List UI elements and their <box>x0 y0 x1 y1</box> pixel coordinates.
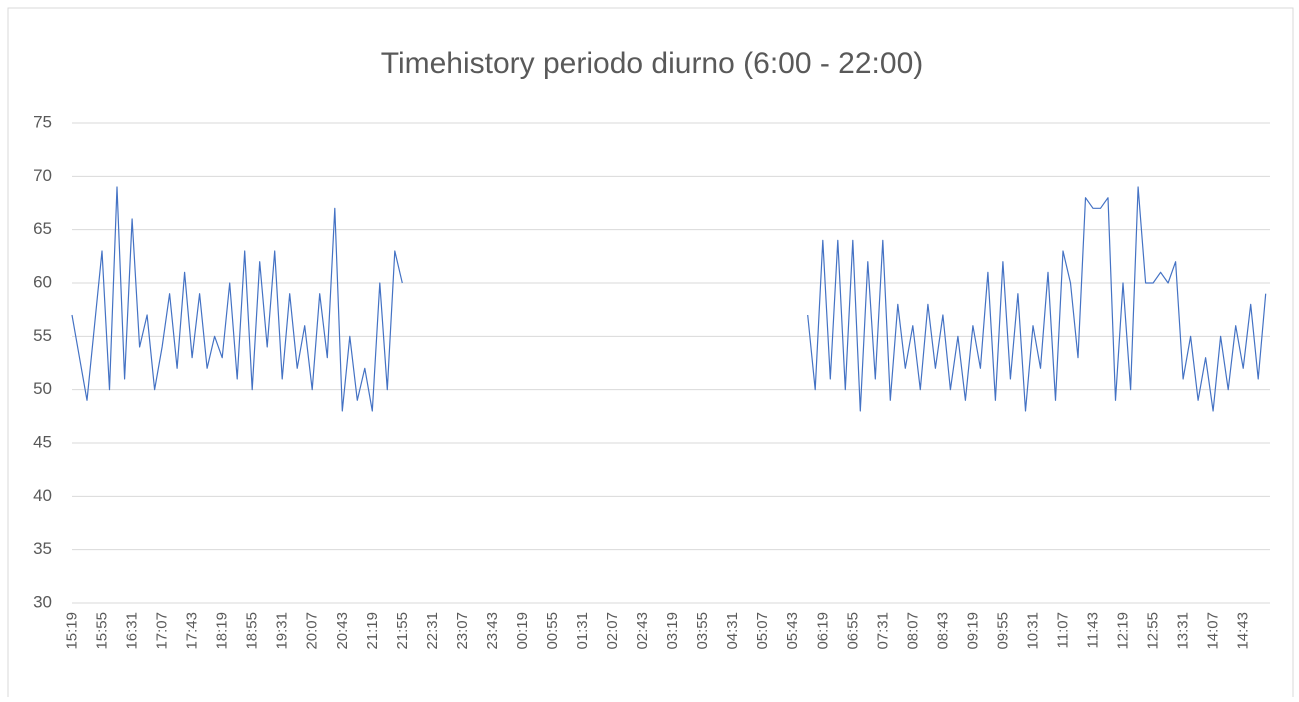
y-tick-label: 70 <box>33 166 52 185</box>
x-tick-label: 02:43 <box>634 612 651 650</box>
y-tick-label: 55 <box>33 326 52 345</box>
x-tick-label: 17:07 <box>154 612 171 650</box>
x-tick-label: 21:55 <box>394 612 411 650</box>
x-tick-label: 22:31 <box>424 612 441 650</box>
y-tick-label: 60 <box>33 272 52 291</box>
x-tick-label: 08:07 <box>904 612 921 650</box>
x-tick-label: 11:07 <box>1054 612 1071 648</box>
x-tick-label: 15:19 <box>64 612 81 650</box>
x-tick-label: 14:07 <box>1205 612 1222 650</box>
x-tick-label: 10:31 <box>1024 612 1041 650</box>
x-tick-label: 01:31 <box>574 612 591 650</box>
x-tick-label: 18:19 <box>214 612 231 650</box>
x-tick-label: 12:55 <box>1145 612 1162 650</box>
x-tick-label: 15:55 <box>94 612 111 650</box>
x-tick-label: 18:55 <box>244 612 261 650</box>
chart-border <box>7 7 1294 702</box>
x-tick-label: 08:43 <box>934 612 951 650</box>
y-tick-label: 45 <box>33 432 52 451</box>
y-tick-label: 35 <box>33 539 52 558</box>
x-tick-label: 00:55 <box>544 612 561 650</box>
x-tick-label: 06:55 <box>844 612 861 650</box>
x-tick-label: 14:43 <box>1235 612 1252 650</box>
x-tick-label: 20:07 <box>304 612 321 650</box>
y-tick-label: 50 <box>33 379 52 398</box>
chart-title: Timehistory periodo diurno (6:00 - 22:00… <box>381 47 924 80</box>
x-tick-label: 06:19 <box>814 612 831 650</box>
x-tick-label: 11:43 <box>1085 612 1102 648</box>
x-tick-label: 05:07 <box>754 612 771 650</box>
x-tick-label: 03:19 <box>664 612 681 650</box>
x-tick-label: 07:31 <box>874 612 891 650</box>
x-tick-label: 17:43 <box>184 612 201 650</box>
x-tick-label: 09:19 <box>964 612 981 650</box>
x-tick-label: 16:31 <box>124 612 141 650</box>
y-tick-label: 40 <box>33 486 52 505</box>
x-tick-label: 00:19 <box>514 612 531 650</box>
x-tick-label: 04:31 <box>724 612 741 650</box>
x-tick-label: 23:43 <box>484 612 501 650</box>
y-tick-label: 65 <box>33 219 52 238</box>
x-tick-label: 03:55 <box>694 612 711 650</box>
x-tick-label: 09:55 <box>994 612 1011 650</box>
x-tick-label: 12:19 <box>1115 612 1132 650</box>
x-tick-label: 13:31 <box>1175 612 1192 650</box>
y-tick-label: 30 <box>33 592 52 611</box>
x-tick-label: 23:07 <box>454 612 471 650</box>
data-line <box>71 186 1267 412</box>
x-tick-label: 02:07 <box>604 612 621 650</box>
x-tick-label: 05:43 <box>784 612 801 650</box>
x-tick-label: 21:19 <box>364 612 381 650</box>
y-tick-label: 75 <box>33 112 52 131</box>
x-tick-label: 19:31 <box>274 612 291 650</box>
x-tick-label: 20:43 <box>334 612 351 650</box>
